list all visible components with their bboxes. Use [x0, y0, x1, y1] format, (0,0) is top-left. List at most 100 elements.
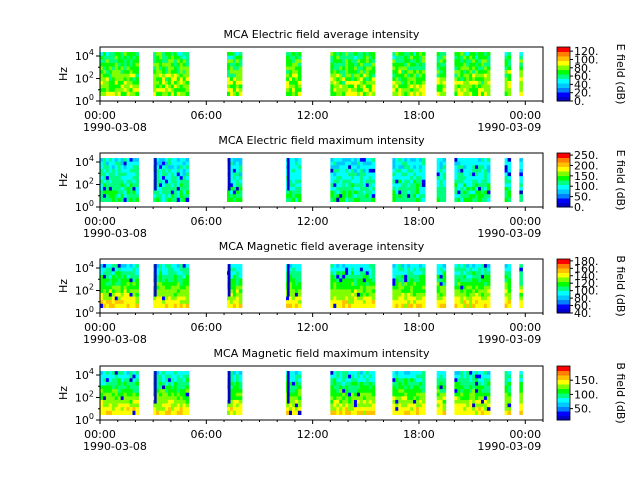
spectrogram-cell [297, 161, 302, 166]
spectrogram-cell [454, 179, 458, 184]
spectrogram-cell [238, 267, 243, 272]
spectrogram-cell [356, 176, 361, 181]
spectrogram-cell [469, 378, 473, 383]
spectrogram-cell [454, 158, 458, 163]
colorbar-swatch [557, 165, 570, 168]
spectrogram-cell [336, 303, 340, 308]
spectrogram-cell [162, 172, 166, 177]
spectrogram-cell [401, 197, 405, 202]
spectrogram-cell [469, 403, 473, 408]
colorbar-tick-label: 60. [574, 70, 592, 83]
spectrogram-cell [348, 88, 352, 93]
spectrogram-cell [156, 161, 160, 166]
colorbar-swatch [557, 287, 570, 289]
spectrogram-cell [114, 91, 119, 96]
spectrogram-cell [105, 289, 110, 294]
spectrogram-cell [410, 62, 414, 68]
spectrogram-cell [483, 407, 488, 412]
spectrogram-cell [365, 84, 370, 89]
spectrogram-cell [108, 381, 113, 387]
spectrogram-cell [114, 77, 119, 82]
spectrogram-cell [333, 399, 337, 405]
spectrogram-cell [182, 165, 187, 170]
spectrogram-cell [120, 161, 125, 166]
colorbar-swatch [557, 61, 570, 64]
spectrogram-cell [483, 55, 488, 60]
colorbar-swatch [557, 281, 570, 284]
spectrogram-cell [179, 278, 184, 283]
spectrogram-cell [132, 59, 137, 64]
spectrogram-cell [173, 403, 178, 408]
spectrogram-cell [342, 197, 346, 202]
spectrogram-cell [238, 179, 243, 184]
spectrogram-cell [336, 399, 340, 405]
spectrogram-cell [167, 77, 172, 82]
spectrogram-cell [365, 88, 370, 93]
spectrogram-cell [129, 80, 134, 86]
spectrogram-cell [362, 385, 367, 390]
spectrogram-cell [365, 194, 370, 199]
spectrogram-cell [333, 55, 337, 60]
spectrogram-cell [173, 385, 178, 390]
spectrogram-cell [167, 289, 172, 294]
spectrogram-cell [410, 278, 414, 283]
spectrogram-cell [416, 70, 420, 75]
spectrogram-cell [286, 55, 290, 60]
spectrogram-cell [466, 161, 470, 166]
spectrogram-cell [117, 389, 122, 394]
spectrogram-cell [179, 410, 184, 415]
spectrogram-cell [345, 407, 349, 412]
spectrogram-cell [102, 161, 107, 166]
spectrogram-cell [167, 267, 172, 272]
spectrogram-cell [167, 91, 172, 96]
spectrogram-cell [439, 62, 444, 68]
spectrogram-cell [162, 91, 166, 96]
spectrogram-cell [162, 371, 166, 376]
spectrogram-streak [287, 158, 290, 191]
spectrogram-cell [418, 59, 423, 64]
spectrogram-cell [442, 161, 447, 166]
spectrogram-cell [436, 274, 441, 280]
spectrogram-cell [480, 183, 485, 188]
spectrogram-cell [170, 403, 175, 408]
colorbar-swatch [557, 412, 570, 414]
spectrogram-cell [454, 52, 458, 57]
colorbar-swatch [557, 199, 570, 201]
spectrogram-cell [185, 374, 190, 379]
spectrogram-cell [519, 289, 523, 294]
spectrogram-cell [108, 410, 113, 415]
spectrogram-cell [392, 194, 396, 199]
spectrogram-cell [105, 300, 110, 305]
spectrogram-cell [469, 385, 473, 390]
spectrogram-cell [153, 190, 157, 195]
spectrogram-cell [436, 168, 441, 174]
spectrogram-cell [164, 403, 169, 408]
spectrogram-cell [135, 91, 139, 96]
spectrogram-cell [362, 165, 367, 170]
spectrogram-cell [486, 267, 491, 272]
colorbar-swatch [557, 402, 570, 404]
spectrogram-cell [342, 158, 346, 163]
spectrogram-cell [339, 194, 343, 199]
spectrogram-cell [297, 176, 302, 181]
spectrogram-cell [162, 161, 166, 166]
spectrogram-cell [132, 73, 137, 78]
spectrogram-cell [460, 190, 464, 195]
spectrogram-cell [117, 186, 122, 192]
spectrogram-cell [333, 374, 337, 379]
spectrogram-cell [351, 91, 355, 96]
spectrogram-cell [478, 267, 482, 272]
spectrogram-cell [153, 300, 157, 305]
colorbar-tick-label: 120. [574, 277, 599, 290]
spectrogram-cell [153, 197, 157, 202]
spectrogram-cell [235, 378, 240, 383]
spectrogram-cell [398, 84, 402, 89]
spectrogram-cell [294, 410, 299, 415]
spectrogram-cell [235, 292, 240, 298]
spectrogram-cell [176, 264, 181, 269]
spectrogram-cell [336, 73, 340, 78]
spectrogram-cell [126, 407, 131, 412]
spectrogram-cell [164, 77, 169, 82]
spectrogram-cell [351, 168, 355, 174]
spectrogram-cell [395, 296, 399, 301]
